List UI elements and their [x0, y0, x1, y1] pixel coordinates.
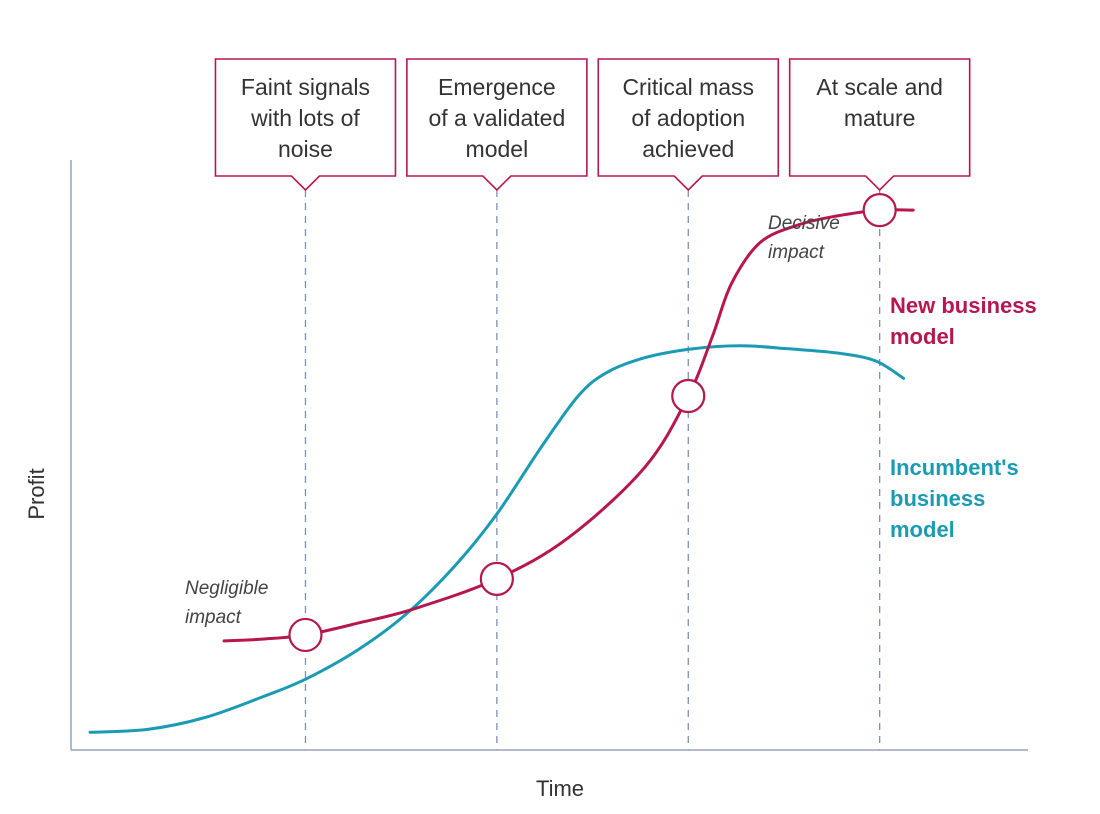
stage-label: Critical mass of adoption achieved [622, 74, 754, 162]
stage-label: Faint signals with lots of noise [241, 74, 370, 162]
stage-marker [671, 378, 706, 414]
incumbent-curve [88, 344, 906, 734]
x-axis-label: Time [536, 776, 584, 801]
stage-label-line: At scale and [816, 74, 943, 100]
note-line: impact [185, 607, 242, 628]
stage-label-line: model [466, 136, 529, 162]
stage-boxes: Faint signals with lots of noise Emergence o… [214, 58, 971, 192]
series-label-line: model [890, 324, 955, 349]
stage-marker [479, 561, 514, 597]
note-line: Negligible [185, 578, 268, 599]
incumbent-label: Incumbent's business model [890, 455, 1019, 542]
note-line: impact [768, 242, 825, 263]
series-label-line: New business [890, 293, 1037, 318]
stage-label-line: noise [278, 136, 333, 162]
stage-marker [862, 193, 897, 228]
stage-guides [304, 190, 881, 750]
stage-label-line: achieved [642, 136, 734, 162]
series-label-line: model [890, 517, 955, 542]
stage-box [214, 58, 397, 192]
note-line: Decisive [768, 213, 840, 234]
stage-label: Emergence of a validated model [428, 74, 565, 162]
stage-box [406, 58, 588, 192]
stage-label-line: of a validated [428, 105, 565, 131]
stage-marker [288, 617, 323, 653]
markers [288, 193, 897, 653]
stage-label-line: Critical mass [622, 74, 754, 100]
series-label-line: business [890, 486, 985, 511]
negligible-impact-note: Negligible impact [185, 578, 268, 628]
decisive-impact-note: Decisive impact [768, 213, 840, 263]
annotations: Negligible impact Decisive impact [185, 213, 840, 628]
series-labels: New business model Incumbent's business mode… [890, 293, 1037, 542]
stage-label-line: mature [844, 105, 916, 131]
new-business-model-curve [222, 208, 915, 643]
stage-box [597, 58, 780, 192]
stage-label-line: of adoption [631, 105, 745, 131]
stage-label-line: Faint signals [241, 74, 370, 100]
series-label-line: Incumbent's [890, 455, 1019, 480]
new-business-model-label: New business model [890, 293, 1037, 349]
stage-label: At scale and mature [816, 74, 943, 131]
axes [70, 160, 1028, 751]
curves [88, 208, 915, 734]
stage-label-line: Emergence [438, 74, 556, 100]
stage-label-line: with lots of [250, 105, 360, 131]
stage-box [788, 58, 971, 192]
y-axis-label: Profit [24, 468, 49, 519]
